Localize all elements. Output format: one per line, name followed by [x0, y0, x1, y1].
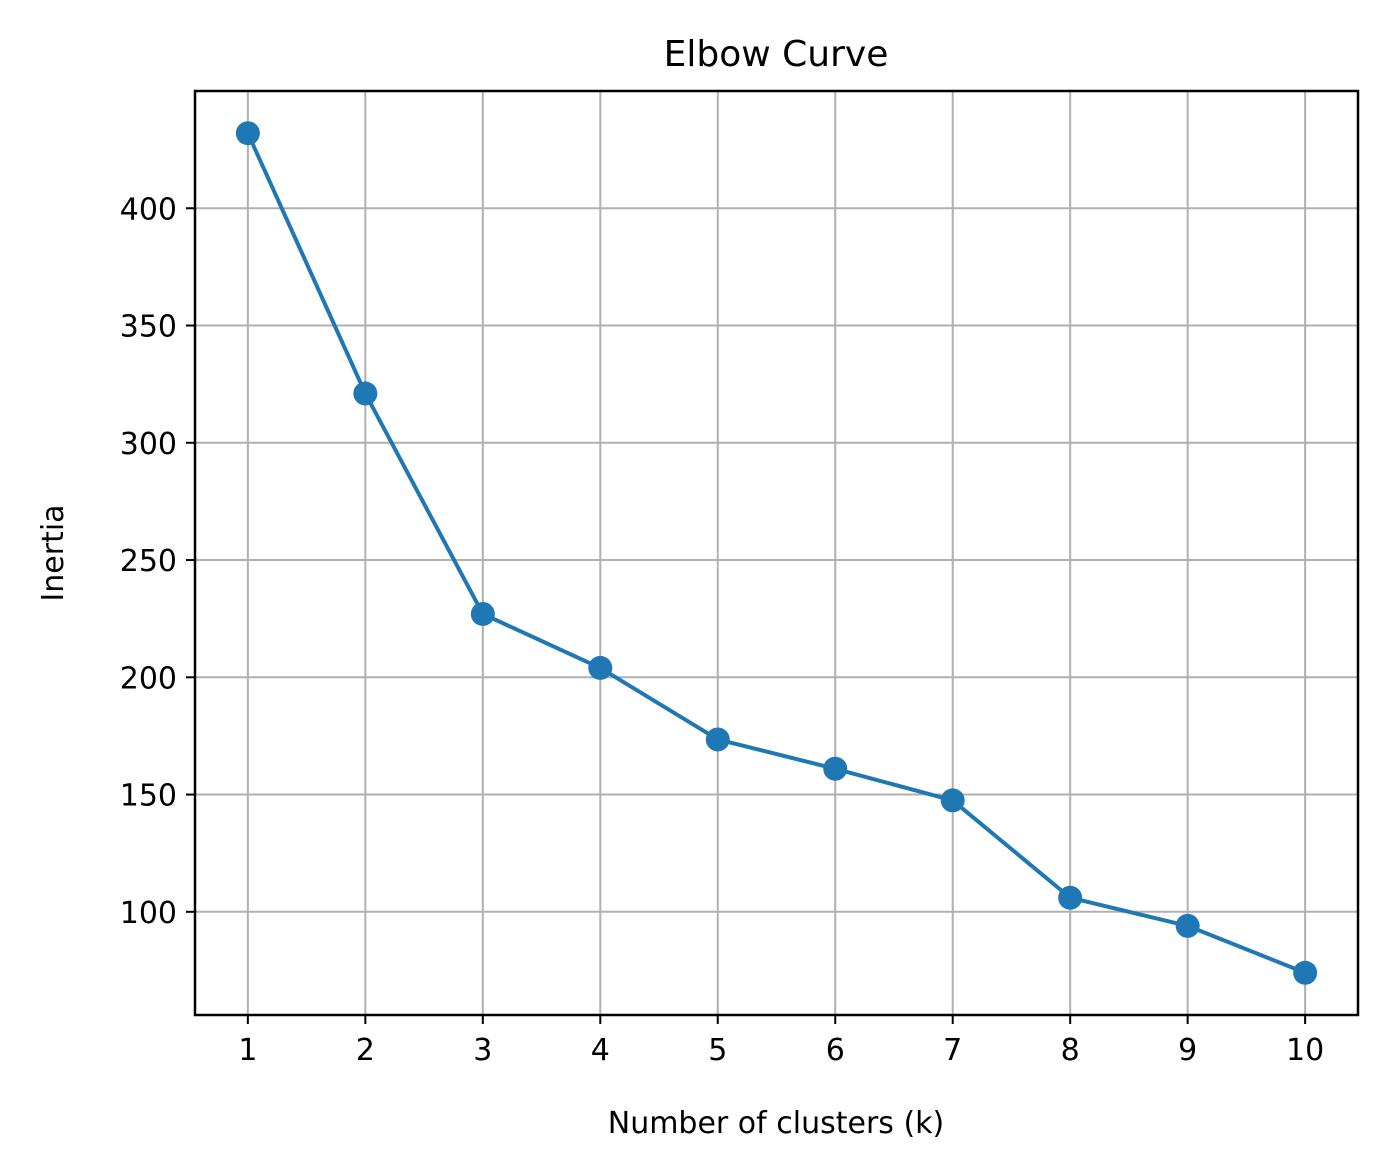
x-tick-label: 3	[473, 1033, 492, 1068]
y-axis-label: Inertia	[36, 504, 71, 601]
x-tick-label: 7	[943, 1033, 962, 1068]
x-tick-label: 4	[591, 1033, 610, 1068]
data-point	[235, 121, 260, 146]
x-tick-label: 1	[238, 1033, 257, 1068]
grid-layer	[195, 91, 1358, 1015]
y-tick-label: 300	[120, 427, 177, 462]
series-line	[245, 131, 1308, 975]
data-point	[823, 756, 848, 781]
data-point	[353, 381, 378, 406]
chart-title: Elbow Curve	[664, 34, 889, 75]
series-layer	[235, 121, 1318, 985]
y-tick-label: 250	[120, 544, 177, 579]
y-tick-label: 100	[120, 896, 177, 931]
x-tick-label: 6	[826, 1033, 845, 1068]
data-point	[940, 788, 965, 813]
x-tick-label: 9	[1178, 1033, 1197, 1068]
data-point	[705, 727, 730, 752]
data-point	[588, 655, 613, 680]
data-point	[1293, 960, 1318, 985]
y-tick-label: 350	[120, 310, 177, 345]
x-tick-label: 8	[1061, 1033, 1080, 1068]
y-tick-label: 150	[120, 779, 177, 814]
x-axis-label: Number of clusters (k)	[608, 1106, 944, 1141]
data-point	[470, 601, 495, 626]
tick-layer: 1 2 3 4 5 6 7 8 9 10 100 150 200 250 300 350 400	[120, 192, 1324, 1068]
y-tick-label: 400	[120, 192, 177, 227]
data-point	[1175, 913, 1200, 938]
data-point	[1058, 885, 1083, 910]
y-tick-label: 200	[120, 661, 177, 696]
x-tick-label: 2	[356, 1033, 375, 1068]
x-tick-label: 5	[708, 1033, 727, 1068]
x-tick-label: 10	[1286, 1033, 1324, 1068]
plot-frame	[193, 89, 1360, 1017]
